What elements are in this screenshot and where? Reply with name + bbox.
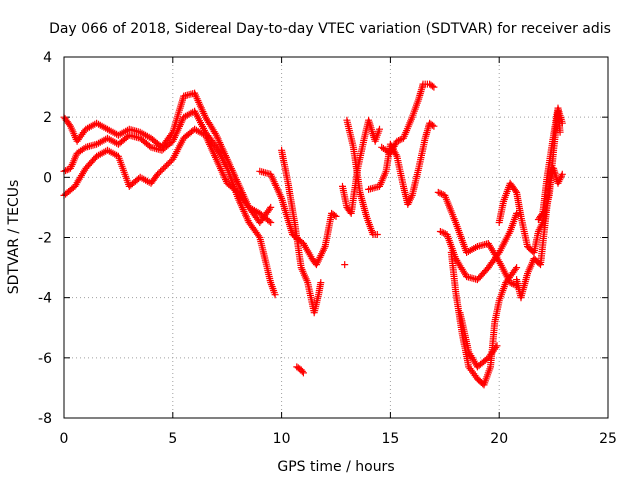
data-point	[299, 369, 307, 377]
data-point	[160, 164, 168, 172]
data-point	[155, 169, 163, 177]
x-tick-label: 0	[60, 431, 69, 447]
data-point	[392, 151, 400, 159]
data-point	[265, 217, 273, 225]
data-point	[512, 187, 519, 195]
data-point	[373, 231, 381, 238]
data-point	[396, 136, 404, 144]
data-point	[492, 344, 500, 351]
x-tick-label: 15	[381, 431, 399, 447]
data-point	[429, 121, 436, 129]
series-track-a	[60, 89, 275, 226]
data-point	[341, 261, 349, 269]
chart-title: Day 066 of 2018, Sidereal Day-to-day VTE…	[49, 21, 611, 37]
series-track-q	[513, 164, 566, 302]
x-tick-label: 20	[490, 431, 508, 447]
data-point	[211, 142, 219, 150]
x-tick-label: 10	[273, 431, 291, 447]
y-tick-label: 2	[43, 110, 52, 126]
data-point	[511, 265, 519, 273]
data-point	[63, 166, 71, 174]
data-point	[157, 167, 165, 175]
data-point	[436, 228, 444, 235]
series-track-e	[278, 146, 325, 317]
y-tick-label: -8	[38, 411, 52, 427]
data-point	[430, 83, 438, 91]
data-point	[267, 219, 275, 226]
series-track-r	[534, 104, 566, 223]
data-point	[154, 170, 162, 178]
data-point	[267, 203, 275, 211]
data-point	[271, 291, 279, 299]
series-track-d	[256, 167, 340, 269]
data-point	[163, 161, 171, 169]
data-point	[438, 190, 445, 198]
data-point	[430, 122, 438, 130]
data-point	[434, 188, 442, 196]
data-point	[513, 209, 521, 217]
series-track-i	[343, 116, 381, 238]
y-axis-label: SDTVAR / TECUs	[6, 180, 22, 295]
data-point	[513, 264, 521, 272]
series-track-c	[60, 125, 275, 226]
y-tick-label: -2	[38, 231, 52, 247]
grid	[64, 57, 608, 418]
data-point	[266, 205, 273, 213]
y-tick-label: -6	[38, 351, 52, 367]
series-track-o	[456, 309, 501, 371]
x-tick-label: 25	[599, 431, 617, 447]
data-point	[558, 119, 566, 127]
data-point	[429, 82, 436, 90]
data-points	[60, 80, 566, 389]
data-point	[438, 228, 446, 236]
series-track-g	[341, 261, 349, 269]
data-point	[436, 189, 444, 197]
y-tick-label: 4	[43, 50, 52, 66]
y-tick-label: -4	[38, 291, 52, 307]
series-track-k	[378, 80, 438, 157]
data-point	[393, 137, 401, 145]
data-point	[538, 211, 546, 219]
data-point	[317, 279, 325, 287]
series-track-b	[60, 107, 279, 299]
y-tick-label: 0	[43, 170, 52, 186]
data-point	[331, 211, 338, 219]
data-point	[164, 160, 172, 168]
series-track-f	[293, 363, 307, 377]
series-track-h	[339, 116, 383, 217]
data-point	[508, 279, 516, 287]
data-point	[556, 128, 564, 136]
data-point	[494, 250, 502, 258]
x-axis-label: GPS time / hours	[277, 459, 394, 475]
data-point	[158, 166, 166, 174]
series-track-m	[436, 209, 521, 284]
tick-labels: 0 5 10 15 20 25 -8 -6 -4 -2 0 2 4	[38, 50, 617, 447]
data-point	[298, 367, 306, 375]
data-point	[62, 167, 70, 175]
plot-frame	[63, 56, 609, 419]
data-point	[255, 232, 263, 240]
data-point	[493, 342, 501, 350]
data-point	[161, 163, 169, 171]
data-point	[558, 170, 566, 178]
data-point	[166, 158, 174, 166]
data-point	[332, 212, 340, 220]
data-point	[376, 125, 383, 133]
data-point	[395, 137, 403, 144]
data-point	[440, 229, 448, 237]
x-tick-label: 5	[168, 431, 177, 447]
